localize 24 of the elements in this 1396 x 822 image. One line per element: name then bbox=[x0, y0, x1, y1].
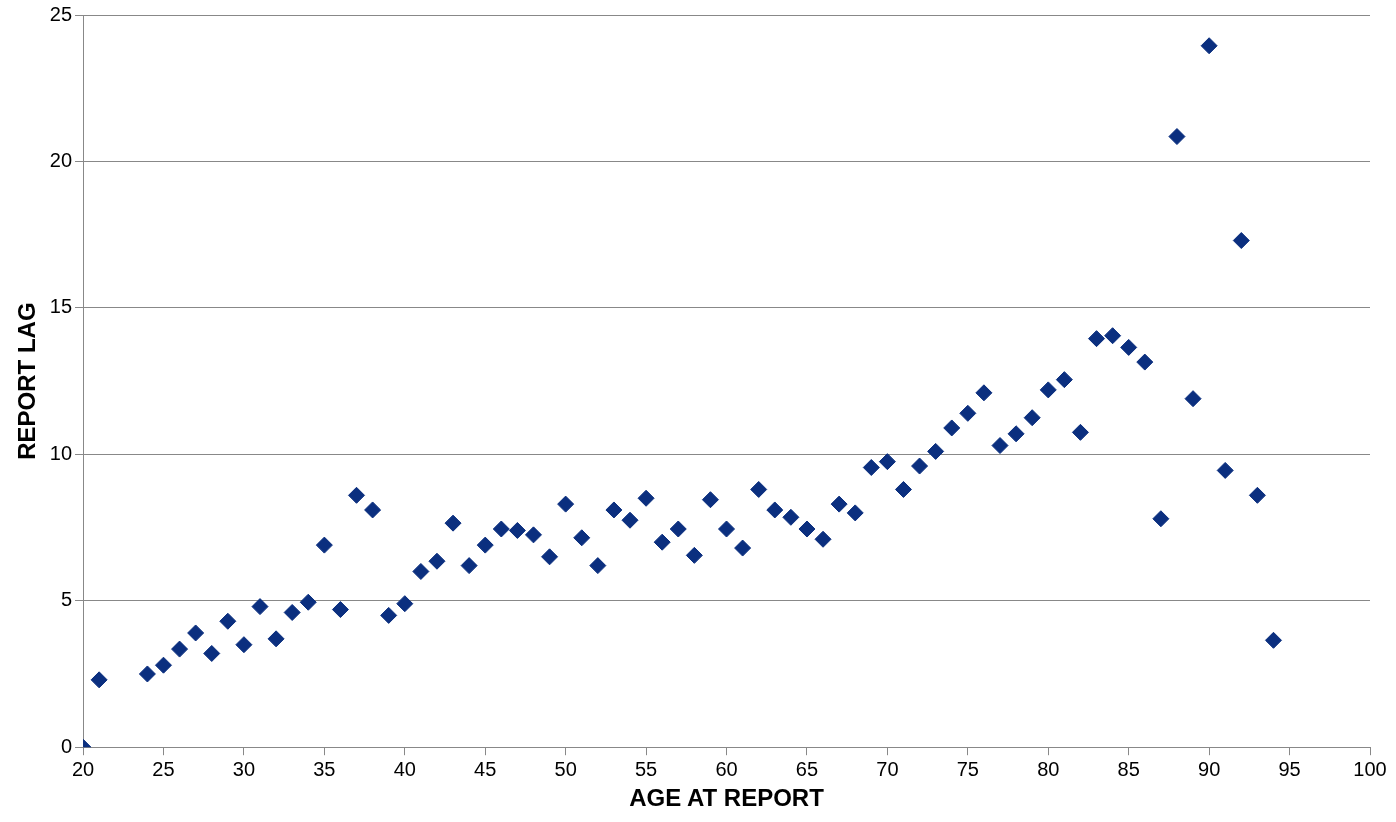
x-tick-label: 65 bbox=[795, 757, 819, 780]
x-tick-label: 30 bbox=[232, 757, 256, 780]
x-tick-label: 90 bbox=[1198, 757, 1221, 780]
x-axis-title: AGE AT REPORT bbox=[629, 784, 825, 812]
y-tick-label: 0 bbox=[60, 734, 73, 757]
x-tick-label: 85 bbox=[1117, 757, 1140, 780]
x-tick-label: 75 bbox=[956, 757, 979, 780]
x-tick-label: 95 bbox=[1278, 757, 1301, 780]
y-tick-label: 10 bbox=[49, 441, 73, 464]
y-tick-label: 15 bbox=[49, 295, 73, 318]
x-tick-label: 50 bbox=[554, 757, 577, 780]
x-tick-label: 35 bbox=[313, 757, 336, 780]
y-tick-label: 20 bbox=[49, 148, 73, 171]
x-tick-label: 25 bbox=[152, 757, 175, 780]
x-tick-label: 45 bbox=[474, 757, 497, 780]
y-axis-title: REPORT LAG bbox=[13, 302, 41, 460]
y-tick-label: 5 bbox=[60, 588, 73, 611]
x-tick-label: 60 bbox=[715, 757, 738, 780]
x-tick-label: 55 bbox=[634, 757, 658, 780]
x-tick-label: 70 bbox=[876, 757, 899, 780]
y-tick-label: 25 bbox=[49, 2, 73, 25]
x-tick-label: 100 bbox=[1353, 757, 1387, 780]
x-tick-label: 40 bbox=[393, 757, 416, 780]
x-tick-label: 80 bbox=[1037, 757, 1060, 780]
